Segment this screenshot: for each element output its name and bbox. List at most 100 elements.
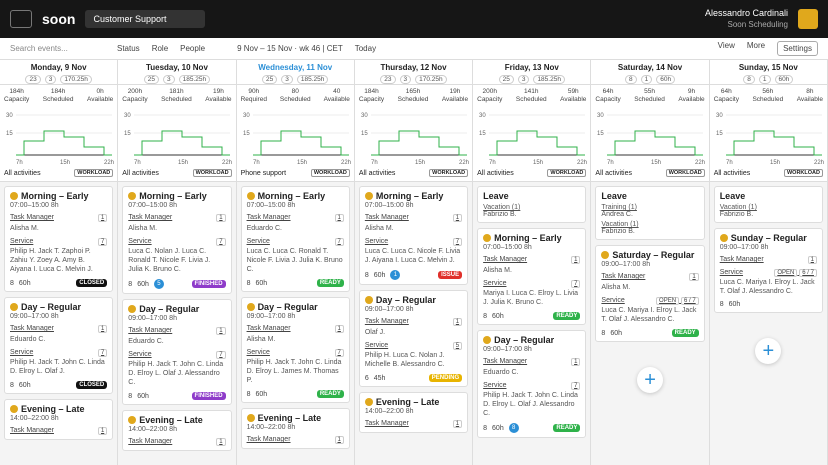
capacity-label: Available: [87, 96, 114, 103]
day-header: Sunday, 15 Nov 8 1 60h: [709, 60, 827, 85]
role-name: Task Manager: [10, 325, 54, 332]
leave-person: Fabrizio B.: [483, 211, 517, 218]
activity-filter[interactable]: All activities WORKLOAD: [709, 167, 827, 182]
activity-filter[interactable]: All activities WORKLOAD: [118, 167, 236, 182]
add-shift-button[interactable]: +: [637, 367, 664, 393]
view-menu[interactable]: View: [717, 41, 735, 50]
shift-footer: 8 60h READY: [601, 329, 699, 337]
shift-card[interactable]: Evening – Late 14:00–22:00 8h Task Manager…: [4, 399, 114, 440]
status-tag: CLOSED: [76, 279, 108, 287]
day-column: Monday, 9 Nov 23 3 170.25h 184h Capacity 184h S…: [0, 60, 119, 465]
stat-pill: 170.25h: [60, 75, 92, 84]
shift-card[interactable]: Day – Regular 09:00–17:00 8h Task Manager 1…: [358, 290, 469, 387]
capacity-item: 184h Capacity: [359, 88, 384, 104]
workload-line: [16, 130, 112, 156]
status-tag: READY: [553, 312, 581, 320]
role-row: Task Manager 1: [365, 420, 463, 428]
capacity-value: 141h: [524, 88, 539, 95]
shift-time-row: 07:00–15:00 8h: [483, 244, 580, 251]
shift-duration: 8h: [287, 202, 296, 209]
capacity-label: Available: [678, 96, 705, 103]
role-row: Service 7: [247, 238, 344, 246]
capacity-label: Capacity: [358, 96, 385, 103]
role-name: Task Manager: [10, 427, 54, 434]
workspace-select[interactable]: Customer Support: [85, 10, 206, 28]
shift-card[interactable]: Saturday – Regular 09:00–17:00 8h Task Man…: [595, 245, 705, 342]
shift-card[interactable]: Morning – Early 07:00–15:00 8h Task Manage…: [358, 186, 469, 285]
activity-filter[interactable]: All activities WORKLOAD: [354, 167, 473, 182]
stat-pill: 60h: [656, 75, 676, 84]
day-column: Wednesday, 11 Nov 25 3 185.25h 90h Required 80…: [236, 60, 355, 465]
y-tick-label: 30: [479, 113, 486, 119]
activity-filter[interactable]: All activities WORKLOAD: [473, 167, 591, 182]
role-row: Service 7: [247, 349, 344, 357]
day-stats: 25 3 185.25h: [122, 75, 231, 84]
role-name: Task Manager: [483, 358, 528, 365]
leave-card[interactable]: Leave Vacation (1) Fabrizio B.: [477, 186, 587, 223]
menu-button[interactable]: [10, 10, 32, 28]
shift-time: 09:00–17:00: [10, 313, 49, 320]
role-row: Service OPEN 6 / 7: [720, 269, 817, 277]
shift-card[interactable]: Day – Regular 09:00–17:00 8h Task Manager 1…: [477, 330, 587, 438]
shift-card[interactable]: Morning – Early 07:00–15:00 8h Task Manage…: [240, 186, 350, 292]
activity-filter[interactable]: All activities WORKLOAD: [0, 167, 118, 182]
settings-button[interactable]: Settings: [777, 41, 818, 56]
role-row: Service 7: [128, 238, 226, 246]
activity-filter[interactable]: Phone support WORKLOAD: [236, 167, 354, 182]
capacity-label: Capacity: [713, 96, 739, 103]
people-filter[interactable]: People: [180, 44, 206, 53]
shift-card[interactable]: Day – Regular 09:00–17:00 8h Task Manager 1…: [4, 297, 114, 394]
shift-duration: 8h: [760, 244, 769, 251]
day-column: Thursday, 12 Nov 23 3 170.25h 184h Capacity 16…: [354, 60, 474, 465]
capacity-item: 19h Available: [205, 88, 231, 104]
capacity-item: 90h Required: [241, 88, 267, 104]
role-row: Task Manager 1: [128, 214, 226, 222]
role-name: Service: [364, 238, 389, 245]
search[interactable]: Search events...: [10, 44, 68, 53]
avatar[interactable]: [798, 9, 818, 29]
role-filter[interactable]: Role: [151, 44, 169, 53]
role-meta: 7: [97, 238, 108, 246]
role-count: 7: [97, 238, 108, 246]
stat-pill: 1: [640, 75, 653, 84]
y-tick-label: 30: [716, 113, 723, 119]
add-shift-button[interactable]: +: [755, 338, 782, 364]
hours: 60h: [492, 312, 504, 320]
shift-card[interactable]: Day – Regular 09:00–17:00 8h Task Manager 1…: [122, 299, 232, 405]
shift-time: 09:00–17:00: [364, 306, 404, 313]
user[interactable]: Alessandro Cardinali Soon Scheduling: [705, 8, 788, 30]
role-count: 7: [334, 349, 344, 357]
shift-card[interactable]: Morning – Early 07:00–15:00 8h Task Manage…: [477, 228, 587, 325]
role-row: Task Manager 1: [128, 327, 226, 335]
shift-card[interactable]: Evening – Late 14:00–22:00 8h Task Manager…: [122, 410, 232, 451]
shift-card[interactable]: Day – Regular 09:00–17:00 8h Task Manager 1…: [240, 297, 350, 403]
y-tick-label: 30: [597, 113, 604, 119]
role-count: 1: [216, 214, 226, 222]
more-menu[interactable]: More: [746, 41, 766, 50]
shift-card[interactable]: Evening – Late 14:00–22:00 8h Task Manager…: [240, 408, 350, 449]
shift-time: 09:00–17:00: [246, 313, 286, 320]
date-range[interactable]: 9 Nov – 15 Nov · wk 46 | CET: [237, 44, 343, 53]
shift-time: 14:00–22:00: [128, 426, 168, 433]
shift-card[interactable]: Sunday – Regular 09:00–17:00 8h Task Manag…: [713, 228, 823, 313]
status-tag: ISSUE: [438, 271, 463, 279]
status-filter[interactable]: Status: [117, 44, 140, 53]
shift-card[interactable]: Morning – Early 07:00–15:00 8h Task Manage…: [122, 186, 232, 294]
capacity-item: 19h Available: [442, 88, 468, 104]
leave-card[interactable]: Leave Vacation (1) Fabrizio B.: [713, 186, 823, 223]
day-column: Tuesday, 10 Nov 25 3 185.25h 200h Capacity 181…: [118, 60, 237, 465]
x-tick-label: 22h: [104, 160, 114, 166]
role-row: Service 7: [10, 238, 108, 246]
day-name: Sunday, 15 Nov: [738, 63, 798, 72]
activity-filter[interactable]: All activities WORKLOAD: [591, 167, 709, 182]
shift-icon: [128, 192, 137, 200]
shift-card[interactable]: Morning – Early 07:00–15:00 8h Task Manage…: [4, 186, 114, 292]
shift-title-row: Morning – Early: [364, 191, 462, 201]
shift-card[interactable]: Evening – Late 14:00–22:00 8h Task Manager…: [358, 392, 469, 433]
role-person: Olaf J.: [364, 329, 386, 336]
shift-footer: 8 60h READY: [247, 390, 344, 398]
today-button[interactable]: Today: [354, 44, 377, 53]
role-row: Service 7: [10, 349, 108, 357]
leave-card[interactable]: Leave Training (1) Andrea C. Vacation (1) Fa…: [595, 186, 705, 240]
capacity-label: Scheduled: [161, 96, 192, 103]
